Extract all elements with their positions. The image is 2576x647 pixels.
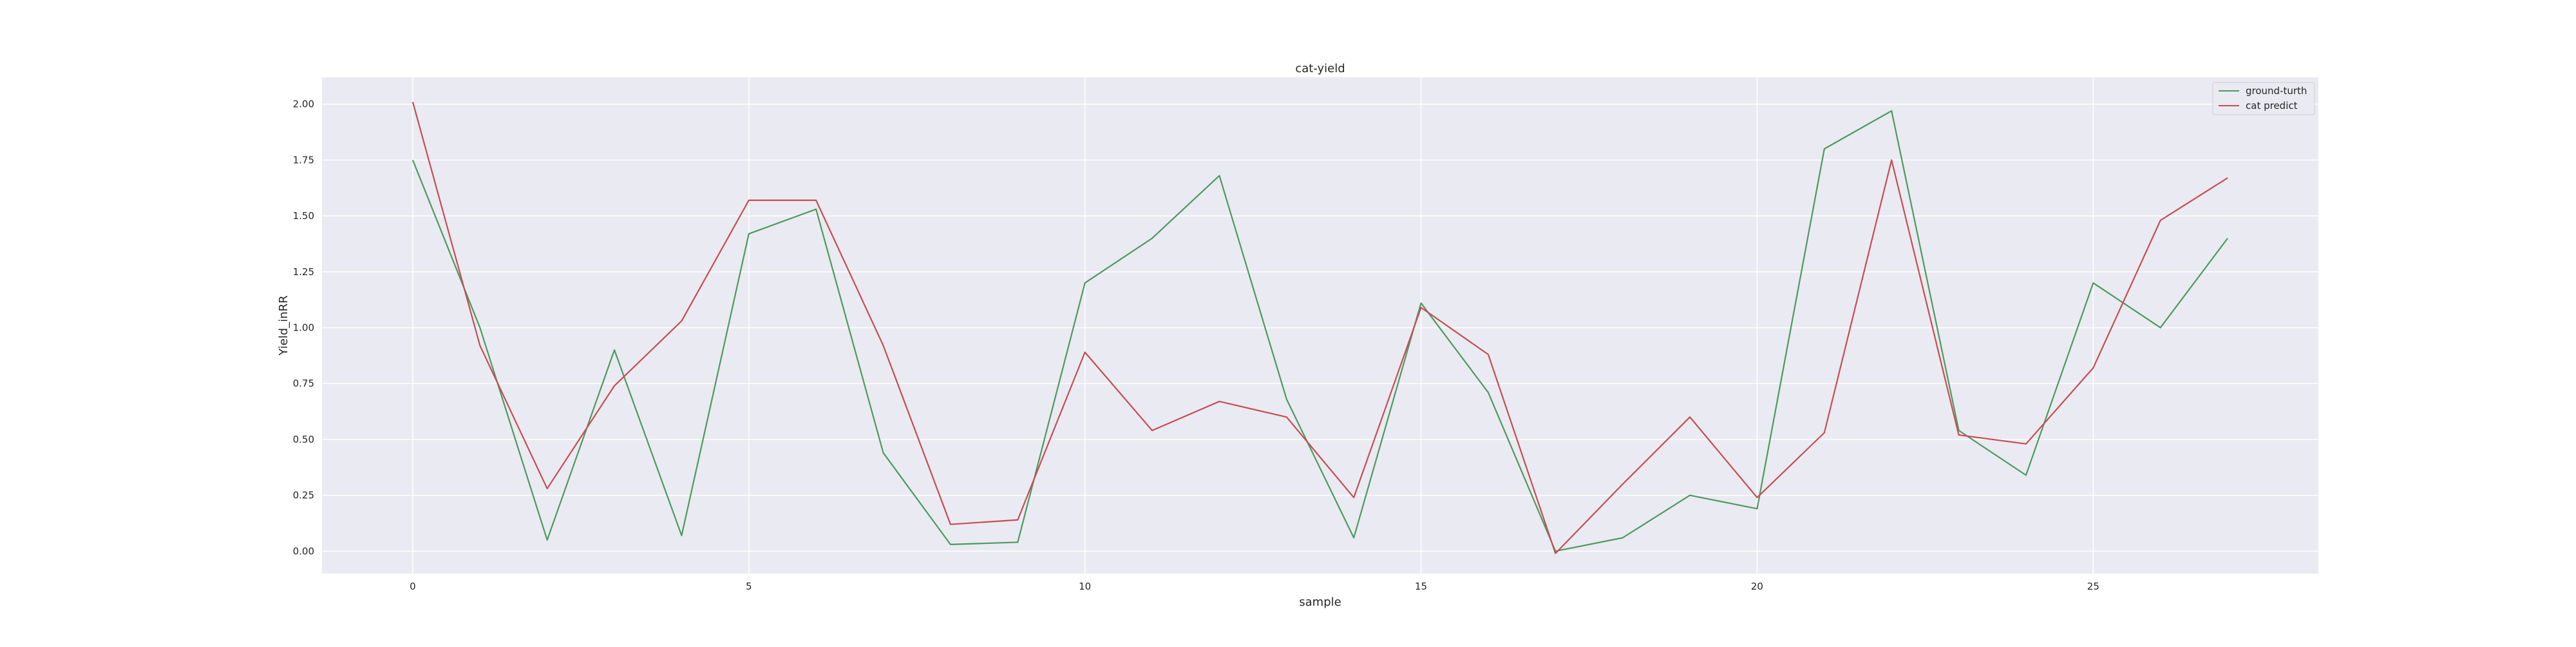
tick-labels: 0 5 10 15 20 25 0.00 0.25 0.50 0.75 1.00 1.25 1.50 1.…: [293, 99, 2099, 592]
y-tick-label: 1.50: [293, 210, 314, 222]
y-tick-label: 0.50: [293, 434, 314, 445]
x-tick-label: 10: [1079, 581, 1091, 592]
y-tick-label: 1.00: [293, 322, 314, 333]
x-tick-label: 25: [2087, 581, 2099, 592]
y-tick-label: 1.75: [293, 154, 314, 166]
y-tick-label: 2.00: [293, 99, 314, 110]
x-tick-label: 0: [410, 581, 416, 592]
series-line-cat-predict: [412, 101, 2228, 554]
x-tick-label: 5: [746, 581, 752, 592]
x-tick-label: 20: [1751, 581, 1763, 592]
x-axis-label: sample: [1299, 595, 1341, 609]
x-tick-label: 15: [1415, 581, 1427, 592]
y-axis-label: Yield_inRR: [277, 295, 290, 356]
legend-label-ground-turth: ground-turth: [2246, 85, 2307, 97]
series-line-ground-turth: [412, 110, 2228, 552]
y-tick-label: 0.75: [293, 378, 314, 389]
y-tick-label: 1.25: [293, 266, 314, 278]
y-tick-label: 0.25: [293, 490, 314, 501]
y-tick-label: 0.00: [293, 545, 314, 557]
grid-lines: [322, 77, 2318, 574]
legend: ground-turth cat predict: [2212, 82, 2315, 115]
series-lines: [412, 101, 2228, 554]
plot-area-background: [322, 77, 2318, 574]
chart-title: cat-yield: [1295, 62, 1345, 75]
legend-label-cat-predict: cat predict: [2246, 100, 2298, 111]
